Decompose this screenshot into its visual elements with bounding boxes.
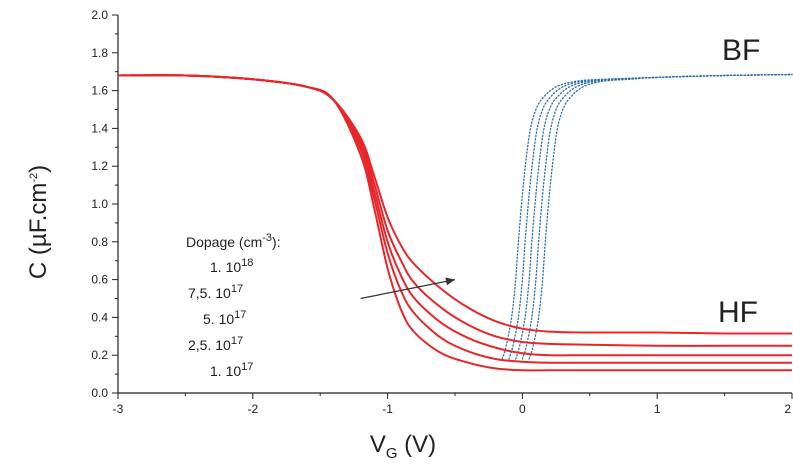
y-axis-label: C (µF.cm-2) [25,165,52,279]
bf-label: BF [722,34,760,67]
y-tick-label: 1.6 [91,84,108,98]
y-tick-label: 2.0 [91,8,108,22]
hf-curve-5 [117,74,793,372]
bf-curve-5 [528,73,793,360]
legend-entry-7-5e17: 7,5. 1017 [188,283,243,301]
y-tick-label: 0.8 [91,235,108,249]
arrow-shaft [360,279,456,300]
hf-label: HF [718,296,758,329]
legend-title: Dopage (cm-3): [186,232,281,250]
x-axis-label: VG (V) [370,431,436,462]
y-tick-label: 0.0 [91,386,108,400]
y-tick-label: 1.8 [91,46,108,60]
hf-curve-2 [117,74,792,347]
arrow-head [445,277,455,286]
y-tick-label: 0.2 [91,348,108,362]
hf-curves [117,74,793,372]
bf-curve-2 [508,73,793,360]
y-tick-label: 0.6 [91,273,108,287]
legend-entry-1e18: 1. 1018 [210,257,253,275]
x-tick-label: -3 [113,402,124,416]
legend: Dopage (cm-3): 1. 1018 7,5. 1017 5. 1017… [186,232,281,379]
y-tick-label: 0.4 [91,310,108,324]
y-tick-label: 1.2 [91,159,108,173]
bf-curves [501,73,793,360]
x-tick-label: -2 [247,402,258,416]
legend-entry-1e17: 1. 1017 [210,361,253,379]
legend-entry-5e17: 5. 1017 [203,309,246,327]
y-tick-label: 1.0 [91,197,108,211]
doping-arrow [360,277,456,300]
y-axis-ticks: 0.0 0.2 0.4 0.6 0.8 1.0 1.2 1.4 1.6 1.8 2.0 [91,8,118,400]
x-axis-ticks: -3 -2 -1 0 1 2 [113,393,793,416]
x-tick-label: 2 [784,402,791,416]
y-tick-label: 1.4 [91,121,108,135]
bf-curve-4 [521,73,793,360]
x-tick-label: -1 [382,402,393,416]
x-tick-label: 0 [519,402,526,416]
legend-entry-2-5e17: 2,5. 1017 [188,335,243,353]
x-tick-label: 1 [654,402,661,416]
